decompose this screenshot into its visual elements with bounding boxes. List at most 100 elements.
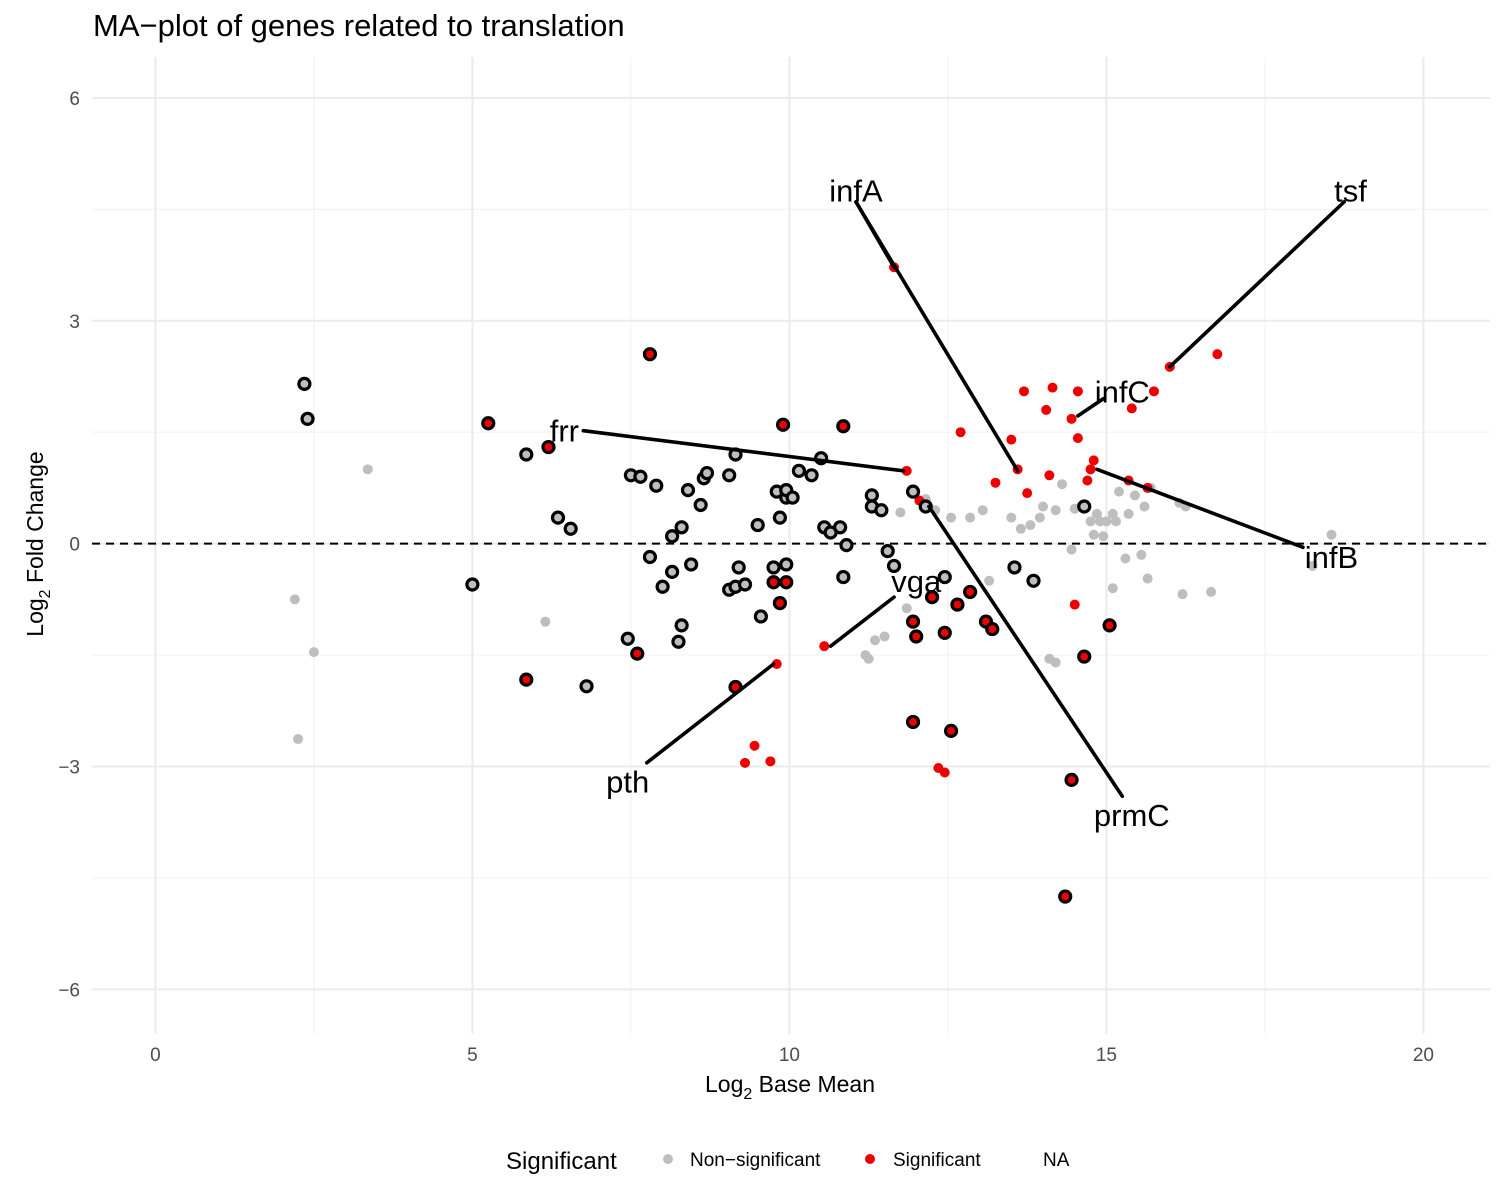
data-point	[1142, 573, 1153, 584]
data-point	[1177, 589, 1188, 600]
data-point	[1072, 386, 1083, 397]
x-axis-ticks: 0 5 10 15 20	[150, 1045, 1434, 1066]
data-point	[1120, 553, 1131, 564]
data-point	[901, 465, 912, 476]
data-point-outlined	[937, 569, 952, 585]
data-point	[362, 464, 373, 475]
data-point-outlined	[943, 723, 959, 738]
annotation-segment	[1168, 200, 1346, 369]
data-point-outlined	[985, 621, 1000, 637]
data-point-outlined	[905, 484, 921, 499]
data-point-outlined	[655, 579, 670, 594]
data-point	[1085, 516, 1096, 527]
y-tick-label: 6	[69, 89, 80, 110]
data-point-outlined	[693, 497, 708, 513]
annotation-labels: infA tsf infC frr infB vga pth prmC	[550, 174, 1368, 833]
annotation-segment	[1076, 396, 1106, 418]
data-point	[289, 594, 300, 605]
data-point-outlined	[297, 376, 312, 392]
data-point-outlined	[753, 609, 768, 624]
data-point	[939, 767, 950, 778]
gene-label: infA	[829, 174, 883, 209]
data-point	[965, 512, 976, 523]
legend-label-nonsignificant: Non−significant	[690, 1150, 821, 1171]
data-point-outlined	[1058, 889, 1073, 904]
data-point-outlined	[886, 558, 902, 574]
data-point-outlined	[563, 521, 578, 536]
data-point-outlined	[579, 679, 594, 694]
data-point-outlined	[791, 463, 807, 478]
data-point	[1098, 531, 1109, 542]
annotation-segment	[927, 504, 1125, 799]
gene-label: frr	[550, 414, 579, 449]
data-point-outlined	[722, 468, 737, 483]
annotation-segment	[828, 595, 896, 648]
data-point-outlined	[963, 584, 978, 600]
data-point-outlined	[779, 575, 794, 590]
data-point	[870, 635, 881, 646]
data-point	[1025, 520, 1036, 531]
data-point-outlined	[671, 634, 686, 649]
data-point	[1114, 486, 1125, 497]
data-point-outlined	[864, 488, 879, 503]
y-tick-label: 3	[69, 312, 80, 333]
gene-label: prmC	[1094, 798, 1170, 833]
data-point-outlined	[550, 510, 566, 525]
data-point-outlined	[541, 439, 556, 455]
data-point	[1082, 475, 1093, 486]
data-point	[1136, 549, 1147, 560]
data-point-outlined	[836, 419, 851, 434]
data-point-outlined	[1077, 649, 1092, 664]
data-point	[1088, 455, 1099, 466]
y-tick-label: 0	[69, 535, 80, 556]
data-point-outlined	[833, 520, 848, 535]
gridlines	[92, 57, 1490, 1034]
data-point	[977, 505, 988, 516]
data-point-outlined	[766, 575, 781, 590]
data-point	[1050, 505, 1061, 516]
data-point	[901, 603, 912, 614]
data-point	[749, 740, 760, 751]
data-point-outlined	[674, 618, 689, 633]
data-point	[1139, 501, 1150, 512]
data-point	[1101, 516, 1112, 527]
data-point-outlined	[779, 557, 794, 572]
data-point-outlined	[665, 564, 680, 579]
data-point-outlined	[633, 469, 648, 484]
data-point-outlined	[766, 560, 781, 575]
data-point-outlined	[519, 447, 534, 462]
x-tick-label: 20	[1413, 1045, 1434, 1066]
data-point	[1006, 434, 1017, 445]
gene-label: vga	[891, 564, 942, 599]
data-point	[1072, 433, 1083, 444]
data-point-outlined	[772, 510, 788, 525]
data-point	[984, 575, 995, 586]
gene-label: infB	[1305, 540, 1358, 575]
data-point	[1107, 583, 1118, 594]
data-point	[1038, 501, 1049, 512]
data-point	[540, 616, 551, 627]
data-point	[1050, 657, 1061, 668]
annotation-segments	[581, 200, 1346, 799]
data-point	[1123, 508, 1134, 519]
y-tick-label: −3	[58, 758, 80, 779]
data-point-outlined	[874, 503, 889, 518]
data-point-outlined	[918, 499, 933, 514]
chart-title: MA−plot of genes related to translation	[93, 8, 625, 43]
data-point	[1110, 516, 1121, 527]
data-point	[771, 659, 782, 670]
data-point	[1057, 479, 1068, 490]
data-point	[293, 734, 304, 745]
x-tick-label: 15	[1096, 1045, 1117, 1066]
legend: Significant Non−significant Significant …	[506, 1148, 1070, 1175]
data-point	[1019, 386, 1029, 397]
data-point-outlined	[665, 529, 680, 544]
data-point	[863, 653, 874, 664]
data-point-outlined	[905, 714, 921, 730]
data-point	[1022, 488, 1033, 499]
data-point-outlined	[1026, 573, 1041, 588]
data-point	[1034, 512, 1045, 523]
data-point-outlined	[300, 411, 315, 426]
data-point-outlined	[924, 590, 940, 605]
data-point	[308, 647, 319, 658]
